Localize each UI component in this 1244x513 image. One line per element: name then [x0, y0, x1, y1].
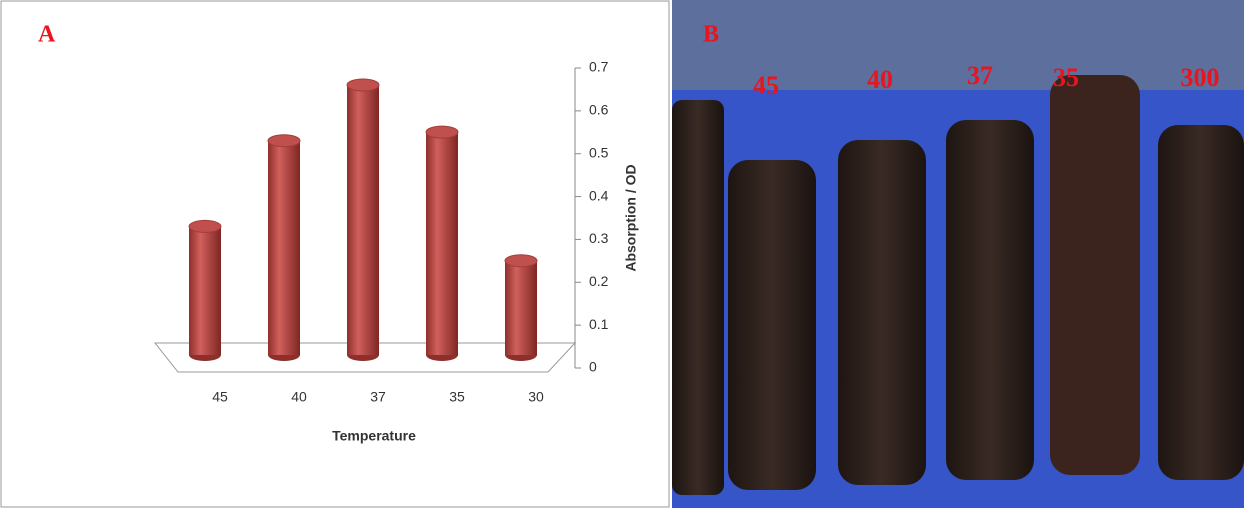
photo-top [672, 0, 1244, 90]
photo-label: 45 [753, 71, 779, 100]
bar [189, 226, 221, 355]
panel-label: A [38, 22, 56, 48]
y-tick-label: 0.6 [589, 102, 609, 118]
photo-label: 35 [1053, 63, 1079, 92]
y-tick-label: 0.2 [589, 273, 609, 289]
bar [505, 260, 537, 355]
bar-top [504, 254, 538, 268]
bar [426, 132, 458, 355]
bar [268, 140, 300, 355]
y-tick-label: 0.7 [589, 59, 609, 75]
bar-top [267, 134, 301, 148]
tube [672, 100, 724, 495]
panel-label: B [703, 22, 719, 48]
photo-label: 300 [1181, 63, 1220, 92]
x-tick-label: 30 [528, 389, 544, 405]
bar [347, 85, 379, 355]
x-tick-label: 37 [370, 389, 386, 405]
bar-top [346, 78, 380, 92]
tube [728, 160, 816, 490]
x-tick-label: 45 [212, 389, 228, 405]
y-axis-title: Absorption / OD [623, 164, 639, 271]
bar-top [425, 125, 459, 139]
panel-a-frame [0, 0, 670, 508]
y-tick-label: 0.1 [589, 316, 609, 332]
tube [838, 140, 926, 485]
photo-label: 37 [967, 61, 993, 90]
tube [1158, 125, 1244, 480]
x-tick-label: 40 [291, 389, 307, 405]
photo-label: 40 [867, 65, 893, 94]
tube [1050, 75, 1140, 475]
bar-top [188, 219, 222, 233]
photo [672, 0, 1244, 508]
x-tick-label: 35 [449, 389, 465, 405]
y-tick-label: 0.5 [589, 144, 609, 160]
tube [946, 120, 1034, 480]
y-tick-label: 0 [589, 359, 597, 375]
y-tick-label: 0.3 [589, 230, 609, 246]
x-axis-title: Temperature [332, 428, 416, 444]
y-tick-label: 0.4 [589, 187, 609, 203]
